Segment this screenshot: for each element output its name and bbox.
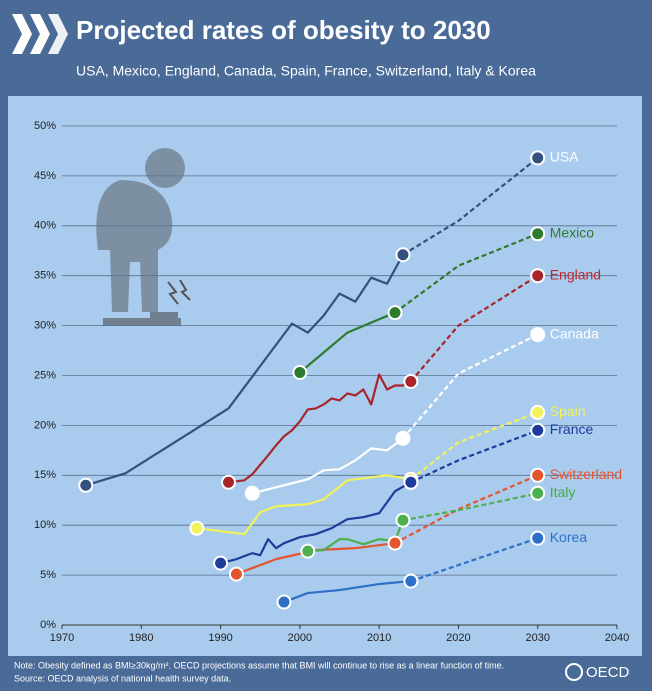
flag-marker [395, 512, 411, 528]
footer [0, 656, 652, 686]
y-tick-label: 40% [34, 220, 56, 232]
flag-marker [213, 555, 229, 571]
flag-marker [395, 247, 411, 263]
series-line [228, 373, 412, 484]
source: Source: OECD analysis of national health… [14, 673, 231, 683]
projection-line [394, 474, 539, 545]
logo-chevrons [12, 14, 68, 54]
series-label: Italy [550, 484, 576, 500]
series-label: Spain [550, 403, 586, 419]
plot-panel [8, 96, 642, 656]
y-tick-label: 30% [34, 320, 56, 332]
flag-marker [530, 404, 546, 420]
y-tick-label: 20% [34, 419, 56, 431]
flag-marker [387, 305, 403, 321]
projection-line [410, 537, 539, 583]
projection-line [402, 333, 539, 440]
flag-marker [530, 226, 546, 242]
flag-marker [300, 543, 316, 559]
series-label: Switzerland [550, 466, 622, 482]
projection-line [410, 274, 539, 383]
flag-marker [530, 150, 546, 166]
flag-marker [403, 373, 419, 389]
flag-marker [530, 327, 546, 343]
flag-marker [221, 474, 236, 490]
y-tick-label: 15% [34, 469, 56, 481]
y-tick-label: 0% [40, 619, 56, 631]
flag-marker [530, 467, 546, 483]
series-label: USA [550, 149, 579, 165]
series-line [196, 474, 412, 536]
series-label: England [550, 266, 601, 282]
x-tick-label: 2000 [288, 632, 312, 644]
flag-marker [276, 594, 292, 610]
flag-marker [244, 485, 260, 501]
series-line [283, 579, 411, 604]
y-tick-label: 50% [34, 120, 56, 132]
note: Note: Obesity defined as BMI≥30kg/m². OE… [14, 660, 504, 670]
series-label: France [550, 421, 594, 437]
flag-marker [530, 422, 546, 438]
projection-line [410, 429, 539, 484]
series-line [85, 254, 404, 487]
x-tick-label: 2030 [525, 632, 549, 644]
series-label: Mexico [550, 224, 595, 240]
x-tick-label: 1970 [50, 632, 74, 644]
flag-marker [530, 485, 546, 501]
flag-marker [530, 530, 546, 546]
flag-marker [292, 365, 308, 381]
projection-line [402, 492, 538, 522]
flag-marker [228, 566, 244, 582]
series-label: Korea [550, 529, 588, 545]
y-tick-label: 35% [34, 270, 56, 282]
plot: 0% 5% 10% 15% 20% 25% 30% 35% 40% 45% 50% 1970 1980 1… [34, 120, 629, 644]
projection-line [410, 411, 539, 481]
flag-marker [530, 268, 546, 284]
series-label: Canada [550, 325, 599, 341]
flag-marker [387, 535, 403, 551]
flag-marker [403, 474, 419, 490]
x-tick-label: 2020 [446, 632, 470, 644]
y-tick-label: 45% [34, 170, 56, 182]
series-line [299, 311, 396, 374]
projection-line [402, 157, 539, 256]
logo-text: OECD [586, 664, 630, 681]
x-tick-label: 2010 [367, 632, 391, 644]
flag-marker [189, 520, 205, 536]
person-icon [96, 148, 191, 326]
projection-line [394, 232, 539, 314]
flag-marker [78, 477, 94, 493]
chart-title: Projected rates of obesity to 2030 [76, 15, 491, 45]
flag-marker [395, 430, 411, 446]
y-tick-label: 5% [40, 569, 56, 581]
y-tick-label: 25% [34, 369, 56, 381]
chart-subtitle: USA, Mexico, England, Canada, Spain, Fra… [76, 63, 536, 79]
flag-marker [403, 573, 419, 589]
y-tick-label: 10% [34, 519, 56, 531]
logo-mark [565, 663, 583, 681]
x-tick-label: 2040 [605, 632, 629, 644]
x-tick-label: 1990 [208, 632, 232, 644]
series-line [220, 481, 412, 565]
series-line [252, 437, 404, 495]
x-tick-label: 1980 [129, 632, 153, 644]
